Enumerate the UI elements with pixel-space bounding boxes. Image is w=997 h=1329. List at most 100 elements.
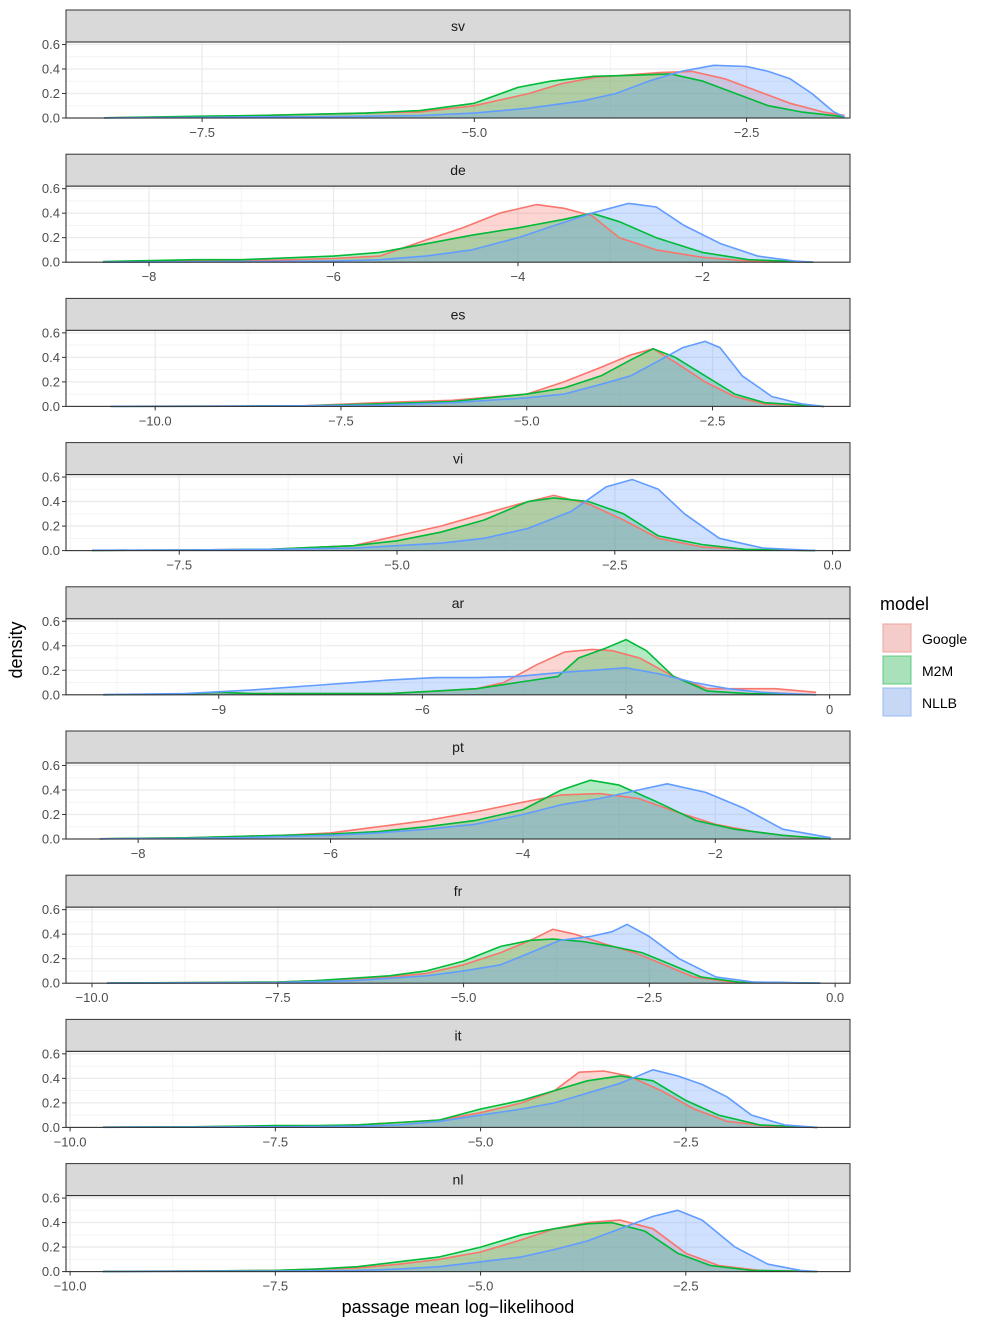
y-tick-label: 0.2 [42, 951, 60, 966]
density-line-m2m [102, 1221, 818, 1273]
x-tick-label: −2.5 [700, 413, 726, 428]
density-line-nllb [104, 64, 845, 119]
panel-border [65, 41, 851, 119]
x-tick-label: −6 [326, 269, 341, 284]
density-area-google [102, 1071, 818, 1128]
x-tick-label: −9 [211, 702, 226, 717]
y-tick-label: 0.0 [42, 255, 60, 270]
facet-panel-de: de 0.0 0.2 0.4 0.6 −8 −6 −4 −2 [42, 153, 851, 284]
panel-border [65, 185, 851, 263]
legend-swatch-m2m [882, 655, 912, 685]
facet-strip [65, 586, 851, 620]
y-tick-label: 0.0 [42, 399, 60, 414]
density-area-google [110, 348, 825, 407]
x-tick-label: −8 [131, 846, 146, 861]
x-tick-label: −7.5 [265, 990, 291, 1005]
density-line-google [102, 203, 814, 263]
y-tick-label: 0.2 [42, 807, 60, 822]
facet-panel-nl: nl 0.0 0.2 0.4 0.6 −10.0 −7.5 −5.0 −2.5 [42, 1163, 851, 1294]
y-tick-label: 0.4 [42, 206, 60, 221]
density-area-m2m [99, 780, 831, 839]
y-tick-label: 0.6 [42, 181, 60, 196]
y-tick-label: 0.6 [42, 1046, 60, 1061]
y-tick-label: 0.2 [42, 86, 60, 101]
facet-strip-label: fr [454, 883, 463, 899]
density-area-m2m [92, 497, 816, 551]
y-tick-label: 0.6 [42, 470, 60, 485]
x-tick-label: −8 [142, 269, 157, 284]
panel-border [65, 474, 851, 552]
x-tick-label: 0.0 [824, 558, 842, 573]
x-tick-label: 0.0 [826, 990, 844, 1005]
density-area-nllb [110, 341, 825, 407]
y-tick-label: 0.2 [42, 663, 60, 678]
density-area-google [99, 793, 831, 839]
density-line-nllb [99, 783, 831, 840]
y-axis-title: density [6, 621, 26, 678]
x-tick-label: −5.0 [384, 558, 410, 573]
y-tick-label: 0.2 [42, 230, 60, 245]
x-tick-label: −2 [708, 846, 723, 861]
density-area-m2m [104, 73, 845, 118]
legend-key-bg [882, 623, 912, 653]
y-tick-label: 0.4 [42, 350, 60, 365]
facet-strip-label: pt [452, 739, 464, 755]
y-tick-label: 0.4 [42, 61, 60, 76]
x-tick-label: −7.5 [166, 558, 192, 573]
panel-border [65, 1050, 851, 1128]
y-tick-label: 0.6 [42, 1191, 60, 1206]
density-area-m2m [103, 639, 817, 695]
facet-panel-es: es 0.0 0.2 0.4 0.6 −10.0 −7.5 −5.0 −2.5 [42, 297, 851, 428]
y-tick-label: 0.2 [42, 519, 60, 534]
x-tick-label: −6 [415, 702, 430, 717]
y-tick-label: 0.4 [42, 927, 60, 942]
density-line-nllb [106, 923, 821, 984]
density-area-google [106, 929, 821, 984]
facet-strip-label: de [450, 162, 466, 178]
y-tick-label: 0.6 [42, 325, 60, 340]
density-area-google [102, 204, 814, 263]
y-tick-label: 0.0 [42, 976, 60, 991]
y-tick-label: 0.4 [42, 1215, 60, 1230]
legend: model Google M2M NLLB [880, 594, 967, 717]
x-tick-label: −10.0 [54, 1279, 87, 1294]
y-tick-label: 0.0 [42, 111, 60, 126]
density-line-m2m [106, 938, 821, 984]
panel-border [65, 329, 851, 407]
density-area-nllb [106, 924, 821, 984]
x-tick-label: −5.0 [468, 1134, 494, 1149]
x-tick-label: −10.0 [76, 990, 109, 1005]
facet-strip-label: it [455, 1027, 462, 1043]
x-tick-label: −10.0 [139, 413, 172, 428]
density-area-nllb [102, 1069, 818, 1128]
density-area-nllb [102, 203, 814, 263]
density-area-google [103, 649, 817, 695]
facet-panel-pt: pt 0.0 0.2 0.4 0.6 −8 −6 −4 −2 [42, 730, 851, 861]
y-tick-label: 0.0 [42, 1264, 60, 1279]
facet-strip-label: vi [453, 451, 463, 467]
density-line-nllb [103, 667, 817, 696]
y-tick-label: 0.0 [42, 832, 60, 847]
y-tick-label: 0.6 [42, 37, 60, 52]
x-tick-label: −4 [516, 846, 531, 861]
density-area-m2m [102, 1075, 818, 1128]
y-tick-label: 0.0 [42, 543, 60, 558]
panel-border [65, 906, 851, 984]
x-tick-label: 0 [826, 702, 833, 717]
panel-border [65, 1195, 851, 1273]
x-tick-label: −10.0 [54, 1134, 87, 1149]
x-tick-label: −2.5 [734, 125, 760, 140]
x-tick-label: −7.5 [189, 125, 215, 140]
legend-swatch-nllb [882, 687, 912, 717]
facet-panel-fr: fr 0.0 0.2 0.4 0.6 −10.0 −7.5 −5.0 −2.5 0.0 [42, 874, 851, 1005]
y-tick-label: 0.4 [42, 638, 60, 653]
x-tick-label: −4 [511, 269, 526, 284]
panel-border [65, 762, 851, 840]
y-tick-label: 0.6 [42, 614, 60, 629]
density-line-m2m [99, 779, 831, 840]
x-tick-label: −7.5 [328, 413, 354, 428]
facet-strip [65, 297, 851, 331]
density-line-nllb [110, 340, 825, 408]
x-tick-label: −5.0 [461, 125, 487, 140]
facet-panel-it: it 0.0 0.2 0.4 0.6 −10.0 −7.5 −5.0 −2.5 [42, 1018, 851, 1149]
